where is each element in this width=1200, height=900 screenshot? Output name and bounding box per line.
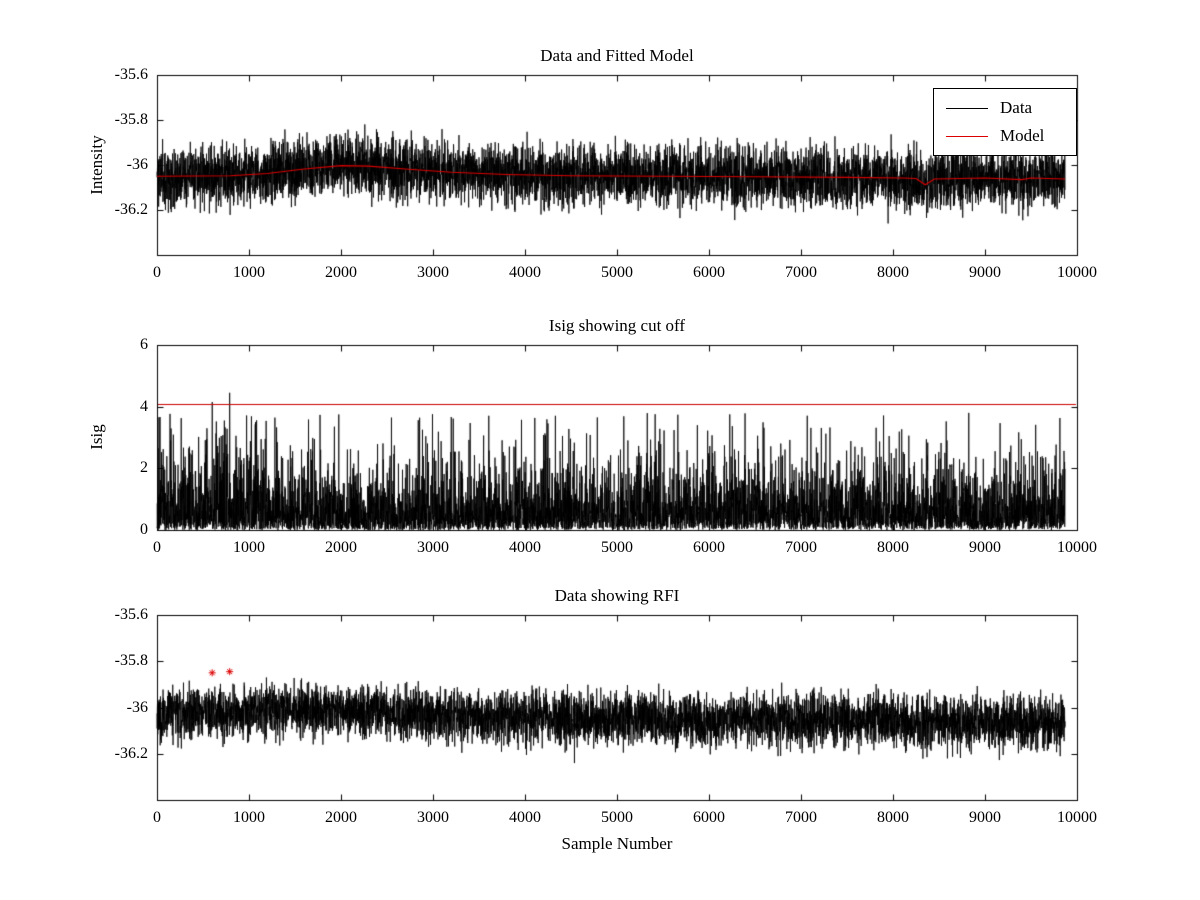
xaxis-label: Sample Number bbox=[561, 834, 673, 853]
y-tick-label: 4 bbox=[140, 397, 148, 415]
legend: Data Model bbox=[933, 88, 1077, 156]
y-tick-label: -36 bbox=[126, 698, 148, 716]
subplot2-title: Isig showing cut off bbox=[548, 316, 686, 335]
x-tick-label: 8000 bbox=[877, 539, 909, 556]
y-tick-label: -35.8 bbox=[114, 111, 148, 128]
subplot1-ylabel: Intensity bbox=[87, 135, 106, 195]
x-tick-label: 9000 bbox=[969, 264, 1001, 281]
x-tick-label: 5000 bbox=[601, 539, 633, 556]
y-tick-label: 6 bbox=[140, 336, 148, 353]
x-tick-label: 0 bbox=[153, 539, 161, 556]
x-tick-label: 0 bbox=[153, 264, 161, 281]
x-tick-label: 3000 bbox=[417, 264, 449, 281]
legend-label-model: Model bbox=[1000, 126, 1045, 145]
legend-line-sample-data bbox=[946, 107, 988, 109]
legend-entry-model: Model bbox=[934, 122, 1076, 150]
x-tick-label: 7000 bbox=[785, 539, 817, 556]
legend-line-sample-model bbox=[946, 135, 988, 137]
y-tick-label: -36.2 bbox=[114, 201, 148, 218]
legend-label-data: Data bbox=[1000, 98, 1033, 117]
x-tick-label: 8000 bbox=[877, 809, 909, 826]
y-tick-label: -35.6 bbox=[114, 606, 148, 623]
x-tick-label: 9000 bbox=[969, 539, 1001, 556]
x-tick-label: 4000 bbox=[509, 809, 541, 826]
x-tick-label: 1000 bbox=[233, 539, 265, 556]
x-tick-label: 7000 bbox=[785, 809, 817, 826]
y-tick-label: 0 bbox=[140, 521, 148, 538]
x-tick-label: 7000 bbox=[785, 264, 817, 281]
x-tick-label: 9000 bbox=[969, 809, 1001, 826]
subplot3-title: Data showing RFI bbox=[554, 586, 680, 605]
y-tick-label: -36 bbox=[126, 156, 148, 173]
x-tick-label: 3000 bbox=[417, 809, 449, 826]
x-tick-label: 8000 bbox=[877, 264, 909, 281]
y-tick-label: -35.6 bbox=[114, 66, 148, 83]
x-tick-label: 3000 bbox=[417, 539, 449, 556]
x-tick-label: 1000 bbox=[233, 264, 265, 281]
y-tick-label: -36.2 bbox=[114, 744, 148, 762]
x-tick-label: 10000 bbox=[1057, 264, 1097, 281]
y-tick-label: -35.8 bbox=[114, 652, 148, 670]
x-tick-label: 6000 bbox=[693, 809, 725, 826]
x-tick-label: 10000 bbox=[1057, 809, 1097, 826]
x-tick-label: 4000 bbox=[509, 264, 541, 281]
x-tick-label: 5000 bbox=[601, 809, 633, 826]
x-tick-label: 10000 bbox=[1057, 539, 1097, 556]
y-tick-label: 2 bbox=[140, 459, 148, 477]
x-tick-label: 5000 bbox=[601, 264, 633, 281]
subplot1-title: Data and Fitted Model bbox=[540, 46, 694, 65]
x-tick-label: 0 bbox=[153, 809, 161, 826]
x-tick-label: 2000 bbox=[325, 809, 357, 826]
x-tick-label: 4000 bbox=[509, 539, 541, 556]
x-tick-label: 1000 bbox=[233, 809, 265, 826]
x-tick-label: 2000 bbox=[325, 264, 357, 281]
subplot2-ylabel: Isig bbox=[87, 424, 106, 450]
x-tick-label: 2000 bbox=[325, 539, 357, 556]
x-tick-label: 6000 bbox=[693, 539, 725, 556]
x-tick-label: 6000 bbox=[693, 264, 725, 281]
legend-entry-data: Data bbox=[934, 94, 1076, 122]
